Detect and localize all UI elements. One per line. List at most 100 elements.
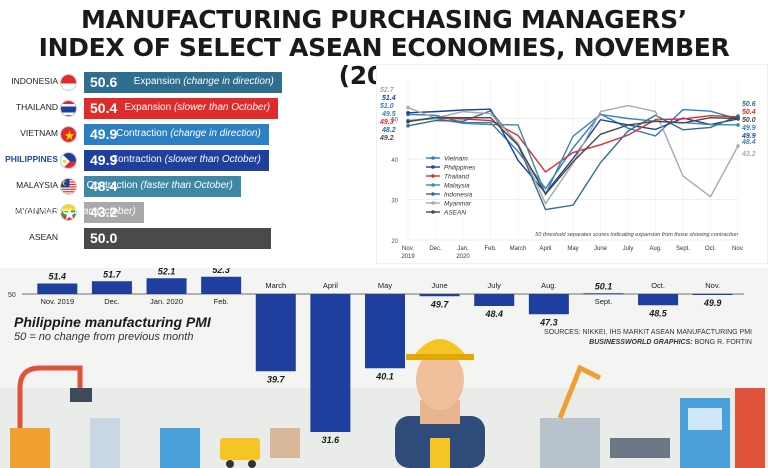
screen-icon: [688, 408, 722, 430]
end-value-label: 49.9: [741, 133, 756, 140]
flag: [60, 178, 77, 195]
pmi-value-label: 52.1: [158, 268, 176, 276]
legend-label: Malaysia: [444, 183, 470, 190]
legend-label: Philippines: [444, 165, 476, 172]
x-tick-label: Feb.: [484, 246, 496, 252]
legend-marker: [431, 210, 435, 214]
y-tick-label: 40: [391, 158, 398, 164]
country-value: 49.9: [90, 152, 118, 168]
legend-marker: [431, 201, 435, 205]
x-tick-label: Aug.: [649, 246, 662, 252]
x-tick-label: Dec.: [429, 246, 442, 252]
pmi-bar: [91, 281, 132, 294]
series-point: [736, 144, 740, 148]
country-bar: 43.2Contraction (slower than October): [0, 202, 144, 223]
indonesia-flag-icon: [61, 75, 76, 90]
pmi-category-label: May: [378, 281, 392, 290]
pmi-bar: [365, 294, 405, 369]
start-value-label: 49.5: [381, 111, 396, 118]
country-row: THAILAND 50.4 Expansion (slower than Octob…: [0, 98, 372, 119]
pmi-bar: [528, 294, 569, 315]
series-point: [406, 111, 410, 115]
legend-label: ASEAN: [443, 210, 466, 217]
end-value-label: 50.6: [742, 101, 756, 108]
pmi-bar: [146, 278, 187, 294]
pmi-category-label: Sept.: [595, 297, 613, 306]
country-value: 50.6: [90, 74, 118, 90]
x-tick-label: Nov.: [402, 246, 414, 252]
country-bar: 50.6 Expansion (change in direction): [84, 72, 282, 93]
end-value-label: 50.0: [742, 117, 756, 124]
x-tick-label: Nov.: [732, 246, 744, 252]
graphics-label: BUSINESSWORLD GRAPHICS:: [589, 339, 693, 346]
machine-icon: [10, 428, 50, 468]
start-value-label: 51.0: [380, 103, 394, 110]
tower-icon: [735, 388, 765, 468]
pmi-value-label: 39.7: [267, 374, 286, 384]
wheel-icon: [226, 460, 234, 468]
pmi-category-label: July: [488, 281, 502, 290]
pmi-bar: [583, 293, 624, 295]
start-value-label: 52.7: [380, 87, 395, 94]
x-tick-label: Oct.: [705, 246, 716, 252]
x-tick-sublabel: 2020: [456, 254, 470, 260]
end-value-label: 43.2: [741, 151, 756, 158]
series-line: [407, 109, 739, 211]
y-tick-label: 30: [391, 199, 398, 205]
country-bar: 49.9 Contraction (slower than October): [84, 150, 269, 171]
country-row: MALAYSIA 48.4 Contraction (faster than Oct…: [0, 176, 372, 197]
pmi-subtitle: 50 = no change from previous month: [14, 331, 194, 343]
legend-label: Thailand: [444, 174, 469, 181]
sources-text: NIKKEI, IHS MARKIT ASEAN MANUFACTURING P…: [582, 329, 752, 336]
legend-marker: [431, 174, 435, 178]
y-tick-label: 20: [391, 239, 398, 245]
pmi-bar: [638, 294, 679, 306]
pmi-category-label: April: [323, 281, 338, 290]
start-value-label: 51.4: [382, 95, 396, 102]
country-note: Contraction (slower than October): [0, 206, 136, 217]
country-value: 50.4: [90, 100, 118, 116]
title-line-2: INDEX OF SELECT ASEAN ECONOMIES, NOVEMBE…: [38, 33, 730, 90]
pmi-value-label: 48.5: [648, 308, 668, 318]
country-note: Contraction (change in direction): [116, 128, 261, 139]
baseline-label: 50: [8, 292, 16, 299]
line-chart-svg: 20 30 40 50 Nov. 2019 Dec. Jan. 2020 Feb. March Apr…: [375, 63, 768, 265]
philippine-pmi-chart: 50 Nov. 2019 51.4 Dec. 51.7 Jan. 2020 52.1 Feb.…: [0, 265, 768, 468]
series-line: [407, 116, 739, 196]
end-value-label: 50.4: [742, 109, 756, 116]
pmi-bar: [255, 294, 296, 372]
series-point: [406, 119, 410, 124]
x-tick-label: June: [594, 246, 608, 252]
forklift-icon: [220, 438, 260, 460]
pmi-category-label: March: [265, 281, 286, 290]
pmi-value-label: 47.3: [539, 317, 558, 327]
series-point: [406, 105, 410, 110]
pmi-category-label: Oct.: [651, 281, 665, 290]
series-line: [407, 114, 739, 173]
legend-label: Myanmar: [444, 201, 472, 208]
pmi-value-label: 51.4: [49, 272, 67, 282]
malaysia-flag-icon: [61, 179, 76, 194]
pmi-category-label: Jan. 2020: [150, 297, 183, 306]
country-note: Contraction (faster than October): [86, 180, 233, 191]
country-bar: 48.4 Contraction (faster than October): [84, 176, 241, 197]
thailand-flag-icon: [61, 101, 76, 116]
country-value: 50.0: [90, 230, 118, 246]
series-line: [407, 108, 739, 195]
start-value-label: 49.2: [379, 135, 394, 142]
legend-label: Indonesia: [444, 192, 473, 199]
philippine-pmi-svg: 50 Nov. 2019 51.4 Dec. 51.7 Jan. 2020 52.1 Feb.…: [0, 265, 768, 468]
pmi-category-label: Nov. 2019: [40, 297, 74, 306]
x-tick-label: July: [623, 246, 634, 252]
line-chart: 20 30 40 50 Nov. 2019 Dec. Jan. 2020 Feb. March Apr…: [375, 63, 768, 265]
hard-hat-icon: [412, 339, 468, 358]
country-note: Expansion (change in direction): [133, 76, 274, 87]
flag: [60, 74, 77, 91]
philippines-flag-icon: [61, 153, 76, 168]
series-point: [736, 123, 740, 127]
pmi-value-label: 31.6: [322, 435, 341, 445]
country-row: INDONESIA 50.6 Expansion (change in direct…: [0, 72, 372, 93]
country-name: MALAYSIA: [16, 180, 58, 190]
country-name: MYANMAR: [15, 206, 58, 216]
